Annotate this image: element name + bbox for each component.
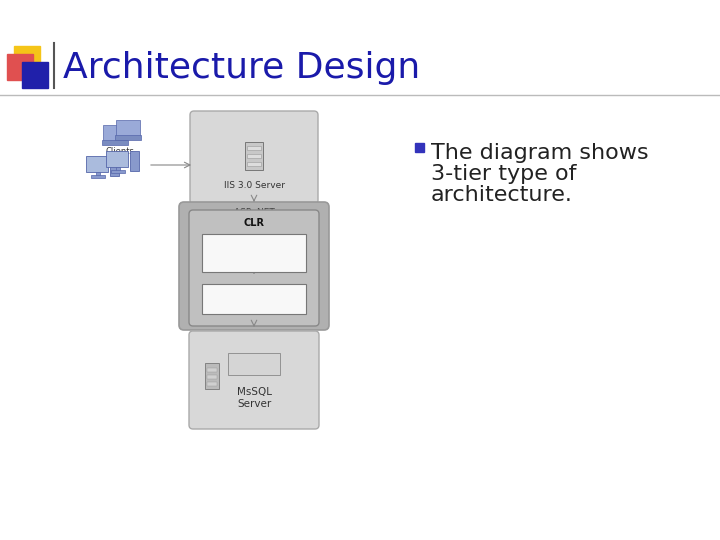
Text: architecture.: architecture. xyxy=(431,185,573,205)
Bar xyxy=(22,62,48,88)
Bar xyxy=(207,382,217,386)
Bar xyxy=(205,363,219,389)
Bar xyxy=(106,151,128,167)
FancyBboxPatch shape xyxy=(190,111,318,204)
Bar xyxy=(247,162,261,166)
Bar xyxy=(247,154,261,158)
Text: IIS 3.0 Server: IIS 3.0 Server xyxy=(223,181,284,190)
Bar xyxy=(415,143,424,152)
Text: The diagram shows: The diagram shows xyxy=(431,143,649,163)
Bar xyxy=(245,142,263,170)
Text: ASP .NET: ASP .NET xyxy=(233,208,274,217)
Bar xyxy=(111,170,125,173)
Bar xyxy=(207,375,217,379)
Text: Data Access via
ADO.NET: Data Access via ADO.NET xyxy=(224,289,284,309)
Bar xyxy=(110,156,119,176)
FancyBboxPatch shape xyxy=(179,202,329,330)
Text: Middle-Tier: Middle-Tier xyxy=(223,212,285,222)
Bar xyxy=(14,46,40,72)
Bar xyxy=(116,167,120,171)
Text: Database: Database xyxy=(238,361,271,367)
Bar xyxy=(202,284,306,314)
Bar xyxy=(115,135,141,140)
FancyBboxPatch shape xyxy=(189,331,319,429)
Bar xyxy=(91,175,105,178)
Text: Clients: Clients xyxy=(106,147,135,156)
Bar xyxy=(96,172,100,176)
Text: 3-tier type of: 3-tier type of xyxy=(431,164,577,184)
Bar xyxy=(130,151,139,171)
Bar xyxy=(207,368,217,372)
Bar xyxy=(102,140,128,145)
Text: MsSQL
Server: MsSQL Server xyxy=(236,387,271,409)
Bar xyxy=(103,125,127,141)
Bar xyxy=(202,234,306,272)
Bar xyxy=(7,54,33,80)
Bar xyxy=(247,146,261,150)
Bar xyxy=(116,120,140,136)
Text: CLR: CLR xyxy=(243,218,264,228)
Text: Business Logic
Components
(VB Code)
(Stored): Business Logic Components (VB Code) (Sto… xyxy=(228,238,279,266)
Text: Architecture Design: Architecture Design xyxy=(63,51,420,85)
FancyBboxPatch shape xyxy=(189,210,319,326)
Bar xyxy=(228,353,280,375)
Bar xyxy=(86,156,108,172)
